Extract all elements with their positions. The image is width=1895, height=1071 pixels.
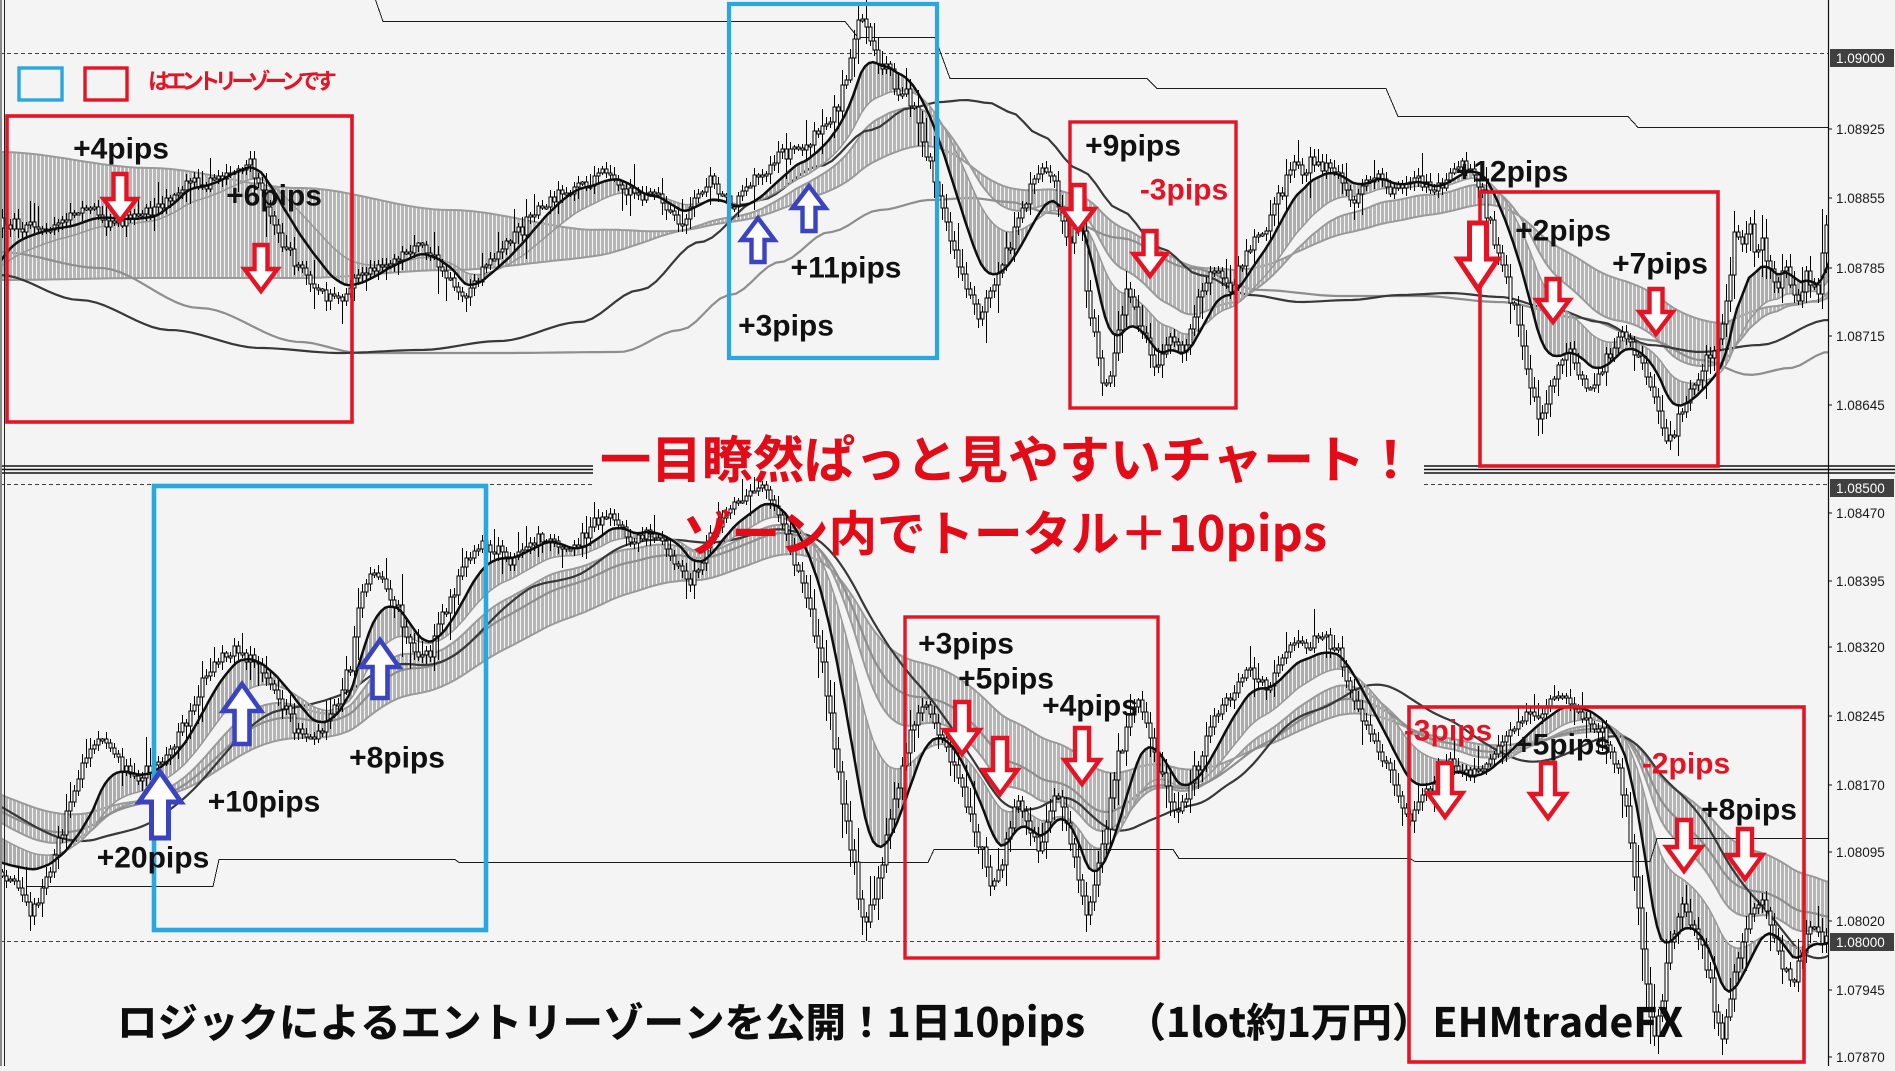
svg-text:+8pips: +8pips — [1701, 794, 1797, 827]
svg-text:1.08245: 1.08245 — [1836, 709, 1885, 724]
svg-text:+2pips: +2pips — [1515, 215, 1611, 248]
svg-text:+11pips: +11pips — [791, 252, 902, 285]
svg-text:1.08645: 1.08645 — [1836, 398, 1885, 413]
svg-text:+5pips: +5pips — [1515, 729, 1611, 762]
svg-text:+12pips: +12pips — [1456, 156, 1569, 189]
svg-text:1.08715: 1.08715 — [1836, 329, 1885, 344]
svg-text:+8pips: +8pips — [349, 742, 445, 775]
svg-text:1.08000: 1.08000 — [1836, 935, 1885, 950]
svg-text:-2pips: -2pips — [1642, 748, 1730, 781]
svg-text:+20pips: +20pips — [97, 842, 210, 875]
svg-text:1.08320: 1.08320 — [1836, 640, 1885, 655]
svg-text:1.08500: 1.08500 — [1836, 481, 1885, 496]
svg-text:1.09000: 1.09000 — [1836, 51, 1885, 66]
svg-text:1.08395: 1.08395 — [1836, 574, 1885, 589]
svg-text:1.08170: 1.08170 — [1836, 778, 1885, 793]
svg-text:+9pips: +9pips — [1085, 130, 1181, 163]
svg-text:1.08020: 1.08020 — [1836, 914, 1885, 929]
svg-text:1.08095: 1.08095 — [1836, 845, 1885, 860]
svg-text:+3pips: +3pips — [738, 310, 834, 343]
svg-text:+5pips: +5pips — [958, 663, 1054, 696]
svg-text:-3pips: -3pips — [1404, 715, 1492, 748]
svg-text:1.08785: 1.08785 — [1836, 261, 1885, 276]
svg-text:1.07870: 1.07870 — [1836, 1050, 1885, 1065]
svg-text:1.07945: 1.07945 — [1836, 983, 1885, 998]
svg-text:+10pips: +10pips — [208, 786, 321, 819]
svg-text:+7pips: +7pips — [1612, 248, 1708, 281]
svg-text:+4pips: +4pips — [73, 133, 169, 166]
svg-text:+4pips: +4pips — [1042, 690, 1138, 723]
svg-text:1.08925: 1.08925 — [1836, 122, 1885, 137]
svg-text:1.08855: 1.08855 — [1836, 191, 1885, 206]
svg-text:1.08470: 1.08470 — [1836, 506, 1885, 521]
svg-text:-3pips: -3pips — [1140, 174, 1228, 207]
svg-text:+6pips: +6pips — [226, 180, 322, 213]
svg-text:+3pips: +3pips — [918, 628, 1014, 661]
